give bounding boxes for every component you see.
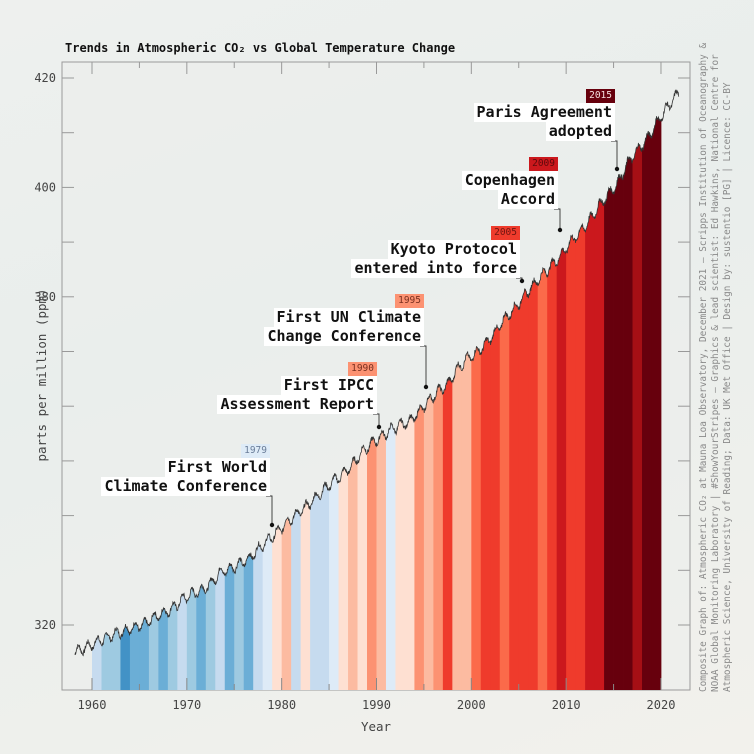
axis-ticks: 1960 1970 1980 1990 2000 2010 2020 320 380 400 420 — [34, 62, 690, 712]
stripe-1999 — [461, 89, 472, 690]
y-tick-label: 380 — [34, 290, 56, 304]
annotation-text: Climate Conference — [101, 477, 270, 496]
annotation-text: First World — [164, 458, 270, 477]
connector-line — [611, 140, 618, 169]
stripe-1998 — [452, 89, 463, 690]
x-tick-label: 1990 — [362, 698, 391, 712]
stripe-2013 — [594, 89, 605, 690]
stripe-2000 — [471, 89, 482, 690]
event-dot — [557, 227, 563, 233]
stripe-2008 — [547, 89, 558, 690]
year-badge: 2005 — [491, 226, 520, 240]
x-tick-label: 2000 — [457, 698, 486, 712]
annotation-text: entered into force — [351, 259, 520, 278]
year-badge: 1990 — [348, 362, 377, 376]
year-badge: 1979 — [241, 444, 270, 458]
connector-line — [266, 495, 273, 525]
stripe-2015 — [613, 89, 624, 690]
event-dot — [269, 522, 275, 528]
chart-title: Trends in Atmospheric CO₂ vs Global Temp… — [65, 41, 456, 55]
x-tick-label: 1970 — [172, 698, 201, 712]
stripe-2007 — [537, 89, 548, 690]
annotation-2005: 2005 Kyoto Protocol entered into force — [351, 220, 520, 278]
stripe-2011 — [575, 89, 586, 690]
stripe-2012 — [585, 89, 595, 690]
annotation-2009: 2009 Copenhagen Accord — [461, 151, 558, 209]
co2-line — [74, 89, 680, 657]
x-tick-label: 2020 — [647, 698, 676, 712]
event-dot — [519, 278, 525, 284]
annotation-text: First IPCC — [280, 376, 377, 395]
stripe-2001 — [480, 89, 491, 690]
stripe-2018 — [642, 89, 652, 690]
annotation-text: Accord — [497, 190, 558, 209]
x-tick-label: 1960 — [78, 698, 107, 712]
stripe-2005 — [518, 89, 529, 690]
stripe-2014 — [604, 89, 614, 690]
annotation-text: Change Conference — [264, 327, 424, 346]
annotation-1990: 1990 First IPCC Assessment Report — [217, 356, 377, 414]
annotation-2015: 2015 Paris Agreement adopted — [473, 83, 615, 141]
annotation-text: First UN Climate — [273, 308, 424, 327]
stripe-2019 — [651, 89, 662, 690]
year-badge: 1995 — [395, 294, 424, 308]
year-badge: 2015 — [586, 89, 615, 103]
stripe-1996 — [433, 89, 444, 690]
annotation-1979: 1979 First World Climate Conference — [101, 438, 270, 496]
y-tick-label: 320 — [34, 618, 56, 632]
y-axis-label: parts per million (ppm) — [34, 202, 49, 461]
x-axis-label: Year — [360, 719, 392, 734]
event-dot — [376, 424, 382, 430]
stripe-2002 — [490, 89, 501, 690]
stripe-2003 — [499, 89, 510, 690]
stripe-2004 — [509, 89, 520, 690]
annotation-text: Copenhagen — [461, 171, 558, 190]
annotation-text: Kyoto Protocol — [387, 240, 520, 259]
stripe-2009 — [556, 89, 567, 690]
stripe-2017 — [632, 89, 643, 690]
stripe-1997 — [442, 89, 453, 690]
y-tick-label: 420 — [34, 71, 56, 85]
year-badge: 2009 — [529, 157, 558, 171]
annotation-text: Assessment Report — [217, 395, 377, 414]
stripe-2010 — [566, 89, 577, 690]
stripe-2016 — [623, 89, 633, 690]
x-tick-label: 2010 — [552, 698, 581, 712]
y-axis-label-text: parts per million (ppm) — [34, 288, 49, 462]
credit-text: Composite Graph of: Atmospheric CO₂ at M… — [698, 42, 733, 692]
stripe-2006 — [528, 89, 539, 690]
annotation-text: Paris Agreement — [473, 103, 615, 122]
event-dot — [614, 166, 620, 172]
connector-line — [554, 208, 561, 230]
x-tick-label: 1980 — [267, 698, 296, 712]
annotation-text: adopted — [545, 122, 615, 141]
y-tick-label: 400 — [34, 180, 56, 194]
event-dot — [423, 384, 429, 390]
connector-line — [420, 345, 427, 387]
connector-line — [373, 413, 380, 427]
annotation-1995: 1995 First UN Climate Change Conference — [264, 288, 424, 346]
annotation-connectors — [266, 140, 620, 528]
